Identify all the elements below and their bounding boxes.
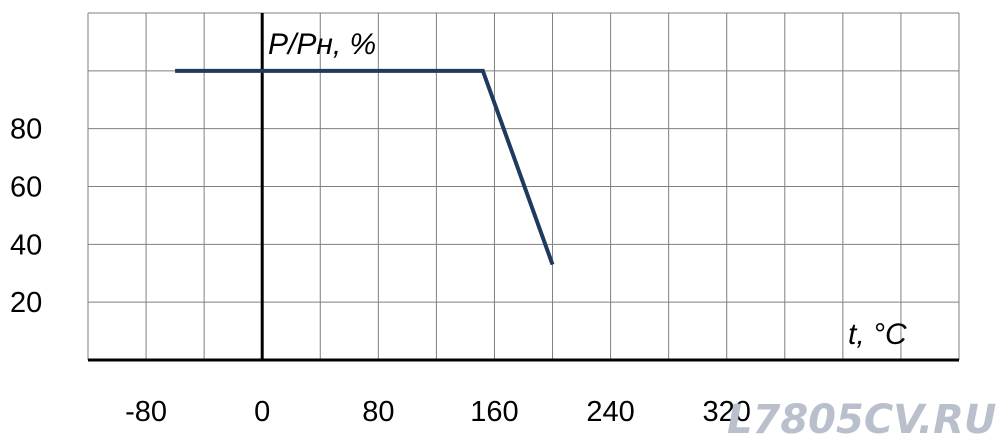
y-tick-label: 80 bbox=[10, 114, 42, 146]
x-tick-label: 240 bbox=[586, 396, 634, 428]
x-axis-label: t, °C bbox=[848, 318, 907, 351]
x-tick-label: 0 bbox=[254, 396, 270, 428]
labels: -80 0 80 160 240 320 20 40 60 80 bbox=[10, 114, 751, 428]
y-tick-label: 20 bbox=[10, 287, 42, 319]
x-tick-label: 160 bbox=[470, 396, 518, 428]
x-tick-label: 80 bbox=[362, 396, 394, 428]
y-tick-label: 40 bbox=[10, 229, 42, 261]
y-tick-label: 60 bbox=[10, 172, 42, 204]
x-tick-label: 320 bbox=[703, 396, 751, 428]
y-axis-label: P/Pн, % bbox=[268, 28, 376, 61]
x-tick-label: -80 bbox=[125, 396, 167, 428]
watermark: L7805CV.RU bbox=[727, 397, 996, 440]
series-line bbox=[175, 68, 555, 266]
series-layer bbox=[175, 68, 555, 266]
